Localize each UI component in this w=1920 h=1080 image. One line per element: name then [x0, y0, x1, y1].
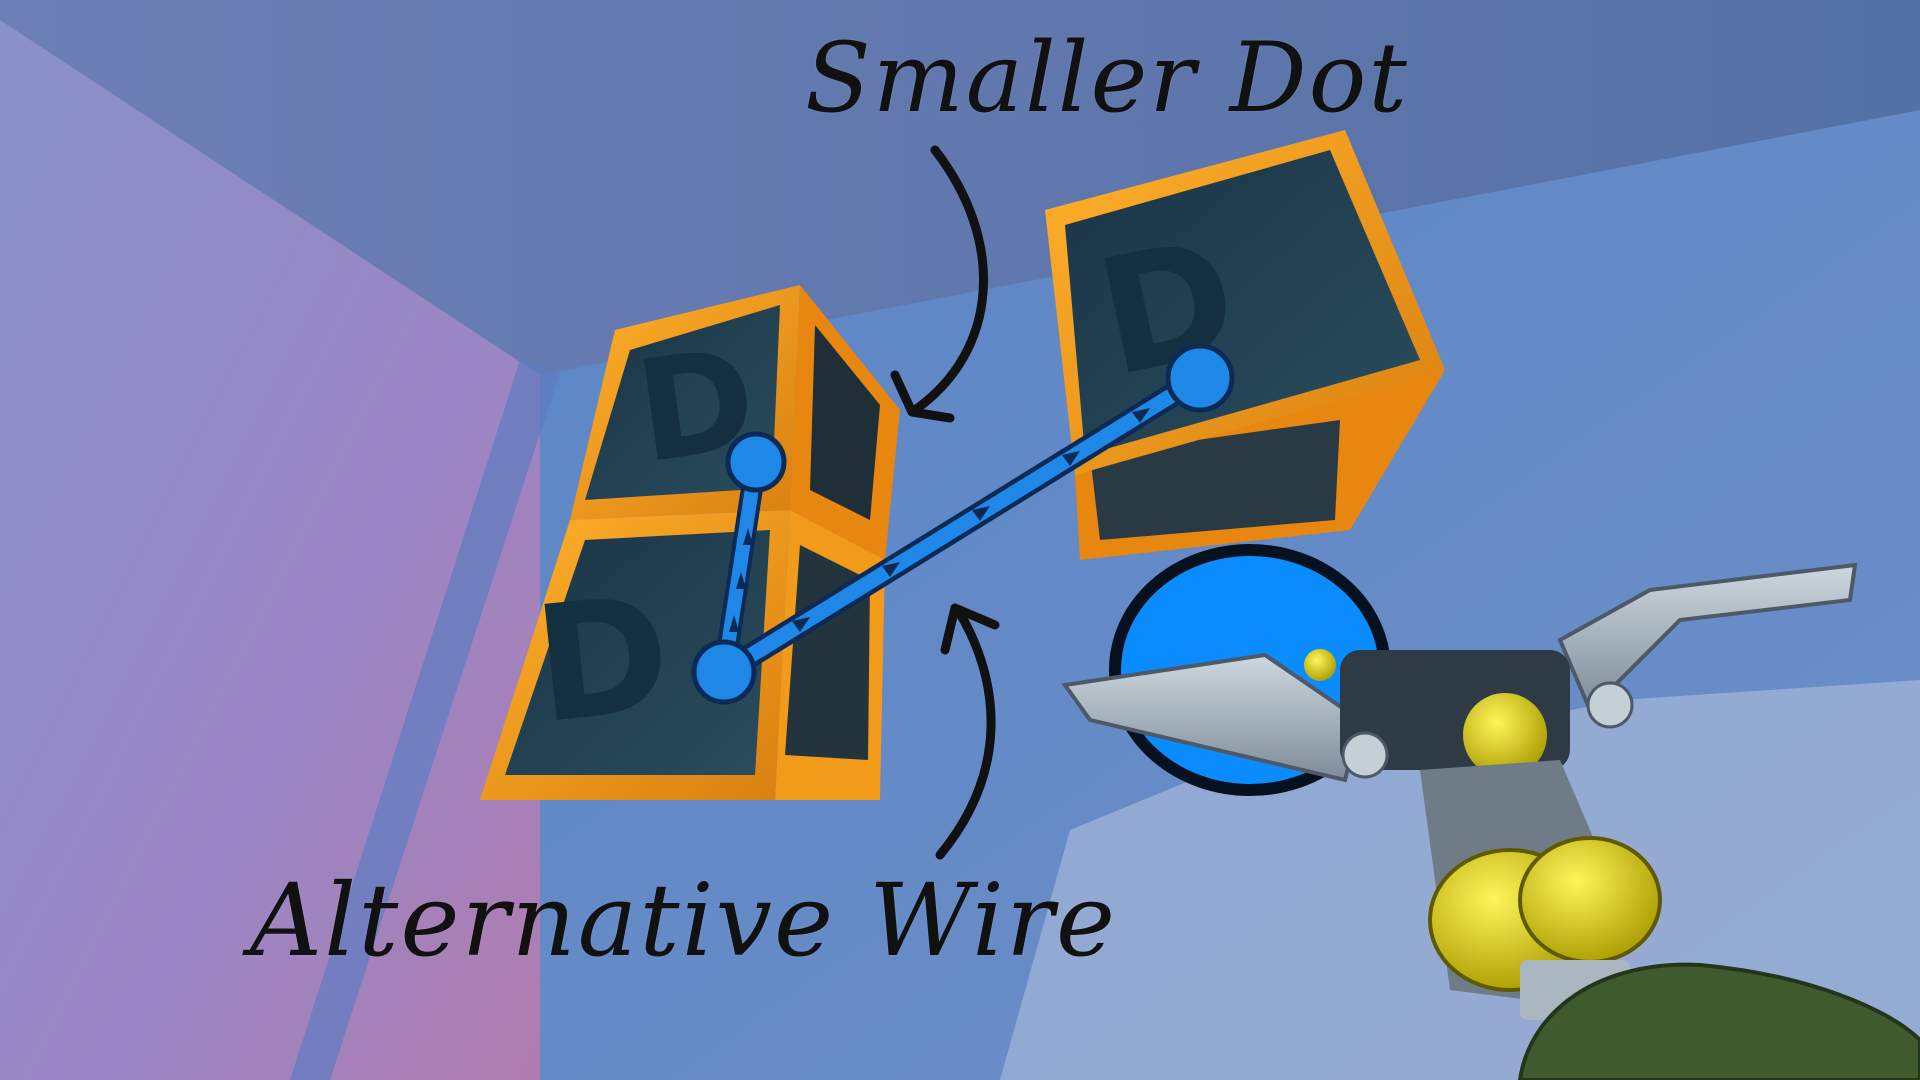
block-side-inner	[810, 325, 880, 520]
block-face-letter: D	[527, 559, 679, 759]
wire-arrow-icon	[743, 528, 753, 545]
tool-knob	[1463, 693, 1547, 777]
connection-dot[interactable]	[691, 639, 757, 705]
wire-arrow-icon	[882, 562, 900, 577]
connection-dot[interactable]	[1165, 343, 1235, 413]
wire-vertical	[713, 451, 767, 683]
tool-bolt	[1341, 731, 1389, 779]
annotation-smaller-dot: Smaller Dot	[805, 22, 1409, 134]
tool-wheel	[1518, 836, 1662, 964]
wire-arrow-icon	[729, 615, 739, 632]
block-face	[505, 530, 770, 775]
annotation-alternative-wire: Alternative Wire	[250, 862, 1118, 979]
wire-diagonal	[712, 366, 1212, 684]
arrow-icon	[890, 370, 955, 423]
wire-arrow-icon	[972, 506, 990, 521]
connection-dot[interactable]	[725, 431, 787, 493]
connect-tool-icon	[1061, 544, 1858, 1020]
arrow-icon	[940, 603, 1000, 655]
wire-arrow-icon	[1132, 408, 1150, 423]
block-right: D	[1045, 130, 1445, 560]
block-face	[1065, 150, 1420, 455]
tool-tip	[1304, 649, 1336, 681]
player-hand	[1517, 962, 1920, 1080]
wall-seam-shade	[290, 360, 560, 1080]
block-lower-left: D	[480, 510, 885, 800]
wire-arrow-icon	[1062, 451, 1080, 466]
arrow-icon	[935, 605, 996, 860]
wire-arrow-icon	[792, 617, 810, 632]
arrow-icon	[910, 145, 988, 415]
wire-arrow-icon	[736, 572, 746, 589]
tool-bolt	[1586, 681, 1634, 729]
